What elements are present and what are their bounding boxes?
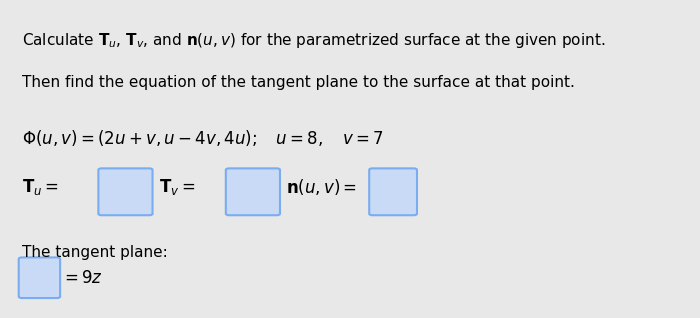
FancyBboxPatch shape (19, 257, 60, 298)
Text: $= 9z$: $= 9z$ (62, 269, 104, 287)
Text: Calculate $\mathbf{T}_u$, $\mathbf{T}_v$, and $\mathbf{n}(u, v)$ for the paramet: Calculate $\mathbf{T}_u$, $\mathbf{T}_v$… (22, 31, 606, 50)
Text: $\mathbf{T}_u = $: $\mathbf{T}_u = $ (22, 177, 59, 197)
FancyBboxPatch shape (369, 168, 417, 215)
Text: The tangent plane:: The tangent plane: (22, 245, 167, 260)
Text: $\mathbf{n}(u, v) = $: $\mathbf{n}(u, v) = $ (286, 177, 358, 197)
FancyBboxPatch shape (99, 168, 153, 215)
FancyBboxPatch shape (226, 168, 280, 215)
Text: $\Phi(u, v) = (2u + v, u - 4v, 4u);$   $u = 8, \quad v = 7$: $\Phi(u, v) = (2u + v, u - 4v, 4u);$ $u … (22, 128, 384, 148)
Text: $\mathbf{T}_v = $: $\mathbf{T}_v = $ (159, 177, 195, 197)
Text: Then find the equation of the tangent plane to the surface at that point.: Then find the equation of the tangent pl… (22, 75, 575, 90)
